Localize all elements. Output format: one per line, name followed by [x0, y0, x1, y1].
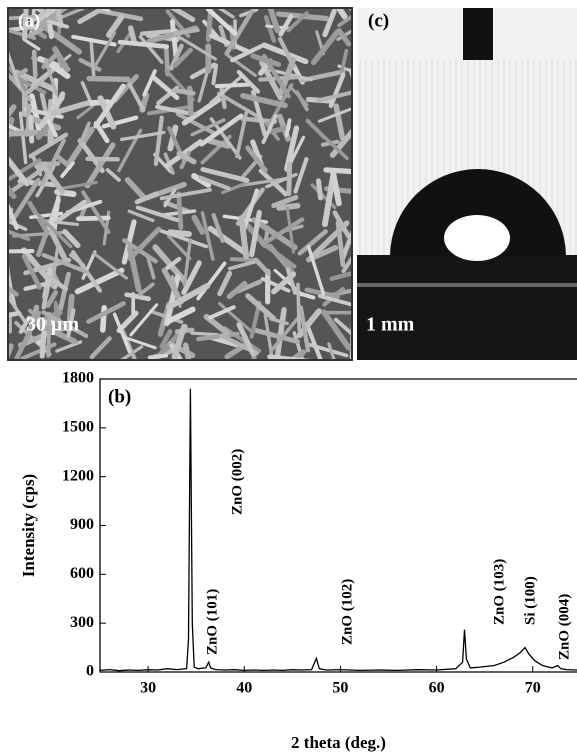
rod — [31, 117, 32, 141]
rod — [179, 194, 181, 228]
rod — [213, 65, 216, 83]
reflection — [357, 283, 577, 287]
scale-bar-label: 30 μm — [26, 314, 79, 336]
x-tick-label: 50 — [332, 680, 348, 697]
y-tick-label: 1500 — [62, 419, 94, 436]
peak-annotation: Si (100) — [522, 576, 538, 625]
y-axis-label: Intensity (cps) — [19, 474, 38, 577]
figure: (a) 30 μm (c) 1 mm 0 300 600 900 1200 1500 180… — [0, 0, 577, 756]
rod — [44, 289, 47, 307]
rod — [88, 159, 118, 160]
panel-label: (a) — [18, 10, 40, 31]
rod — [217, 85, 248, 86]
xrd-chart: 0 300 600 900 1200 1500 1800 30 40 50 60 70 2 theta … — [19, 370, 577, 752]
x-tick-label: 60 — [429, 680, 445, 697]
x-tick-label: 70 — [525, 680, 541, 697]
y-tick-label: 1200 — [62, 467, 94, 484]
peak-annotation: ZnO (101) — [204, 589, 220, 655]
scale-bar-label: 1 mm — [366, 314, 415, 336]
rod — [78, 218, 108, 219]
peak-annotation: ZnO (102) — [339, 579, 355, 645]
rod — [34, 52, 35, 76]
peak-annotation: ZnO (004) — [556, 594, 572, 660]
rod — [192, 333, 218, 335]
y-tick-label: 600 — [70, 565, 94, 582]
y-tick-label: 300 — [70, 614, 94, 631]
x-axis-label: 2 theta (deg.) — [291, 733, 386, 752]
y-tick-label: 900 — [70, 516, 94, 533]
rod — [89, 79, 128, 80]
x-tick-label: 30 — [140, 680, 156, 697]
rod — [131, 28, 135, 43]
y-tick-label: 0 — [86, 663, 94, 680]
rod — [289, 164, 290, 194]
x-tick-label: 40 — [236, 680, 252, 697]
needle — [463, 8, 493, 60]
droplet-highlight — [444, 215, 510, 261]
peak-annotation: ZnO (103) — [491, 559, 507, 625]
rod — [319, 181, 321, 198]
substrate — [357, 255, 577, 360]
panel-label: (c) — [368, 10, 389, 31]
rod — [47, 5, 88, 7]
rod — [0, 133, 35, 134]
rod — [150, 356, 166, 358]
peak-annotation: ZnO (002) — [229, 449, 245, 515]
rod — [174, 90, 193, 93]
rod — [232, 259, 256, 260]
rod — [170, 232, 189, 234]
panel-label: (b) — [108, 386, 131, 407]
y-tick-label: 1800 — [62, 370, 94, 387]
rod — [2, 346, 11, 368]
rod — [4, 173, 6, 188]
